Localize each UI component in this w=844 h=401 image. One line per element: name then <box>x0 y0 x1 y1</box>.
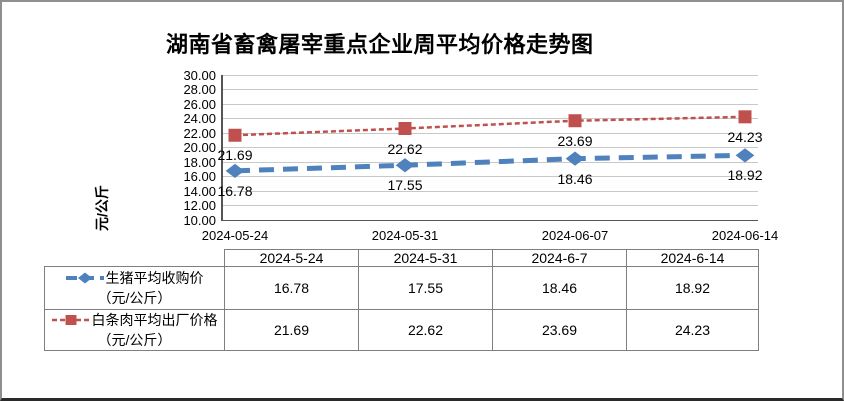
series-label-cell: 白条肉平均出厂价格 （元/公斤） <box>44 309 224 351</box>
value-cell: 21.69 <box>224 309 358 351</box>
value-cell: 17.55 <box>358 266 492 309</box>
gridline <box>222 118 758 119</box>
y-tick-label: 26.00 <box>183 96 216 112</box>
value-cell: 18.92 <box>626 266 759 309</box>
series-name: 白条肉平均出厂价格 <box>91 312 218 328</box>
y-tick-label: 22.00 <box>183 125 216 141</box>
x-tick-label: 2024-06-07 <box>541 228 609 243</box>
x-tick-label: 2024-05-24 <box>201 228 269 243</box>
gridline <box>222 132 758 134</box>
data-point-marker <box>735 148 755 163</box>
data-point-label: 18.92 <box>727 167 763 184</box>
gridline <box>222 176 758 177</box>
gridline <box>222 205 758 206</box>
series-label-cell: 生猪平均收购价 （元/公斤） <box>44 266 224 309</box>
x-axis-line <box>221 219 758 221</box>
data-point-marker <box>228 128 242 142</box>
gridline <box>222 74 758 76</box>
data-point-label: 22.62 <box>387 140 423 157</box>
data-point-label: 23.69 <box>557 132 593 149</box>
data-point-label: 17.55 <box>387 177 423 194</box>
value-cell: 23.69 <box>492 309 626 351</box>
series-line-0 <box>234 152 746 174</box>
y-tick-label: 30.00 <box>183 67 216 83</box>
legend-swatch-icon <box>65 272 104 284</box>
y-axis-title: 元/公斤 <box>94 185 110 231</box>
series-label-line1: 白条肉平均出厂价格 <box>51 310 218 330</box>
chart-title: 湖南省畜禽屠宰重点企业周平均价格走势图 <box>166 32 594 57</box>
table-header-cell: 2024-5-24 <box>224 249 358 266</box>
series-label-line1: 生猪平均收购价 <box>65 268 204 288</box>
y-tick-label: 14.00 <box>183 183 216 199</box>
gridline <box>222 190 758 192</box>
value-cell: 18.46 <box>492 266 626 309</box>
y-tick-label: 10.00 <box>183 212 216 228</box>
y-tick-label: 20.00 <box>183 140 216 155</box>
data-point-label: 18.46 <box>557 170 593 187</box>
data-point-marker <box>568 114 582 128</box>
y-tick-label: 28.00 <box>183 82 216 97</box>
legend-swatch-icon <box>51 315 90 325</box>
data-point-marker <box>738 110 752 124</box>
table-corner-spacer <box>44 249 224 266</box>
series-unit: （元/公斤） <box>97 332 172 348</box>
x-tick-label: 2024-05-31 <box>371 228 439 243</box>
gridline <box>222 161 758 163</box>
gridline <box>222 89 758 90</box>
value-cell: 24.23 <box>626 309 759 351</box>
x-tick-label: 2024-06-14 <box>711 228 779 243</box>
series-name: 生猪平均收购价 <box>105 270 204 286</box>
data-point-marker <box>565 151 585 166</box>
data-point-label: 24.23 <box>727 128 763 145</box>
y-axis-line <box>221 75 223 221</box>
series-unit: （元/公斤） <box>97 290 172 306</box>
y-tick-label: 12.00 <box>183 198 216 213</box>
y-tick-label: 18.00 <box>183 154 216 170</box>
value-cell: 22.62 <box>358 309 492 351</box>
gridline <box>222 147 758 148</box>
value-cell: 16.78 <box>224 266 358 309</box>
table-header-cell: 2024-6-7 <box>492 249 626 266</box>
y-tick-label: 16.00 <box>183 169 216 184</box>
table-header-cell: 2024-6-14 <box>626 249 759 266</box>
y-tick-label: 24.00 <box>183 111 216 126</box>
gridline <box>222 103 758 105</box>
data-point-label: 16.78 <box>217 182 253 199</box>
price-table: 2024-5-24 2024-5-31 2024-6-7 2024-6-14 生猪平均收… <box>44 249 759 351</box>
data-point-label: 21.69 <box>217 147 253 164</box>
table-header-cell: 2024-5-31 <box>358 249 492 266</box>
